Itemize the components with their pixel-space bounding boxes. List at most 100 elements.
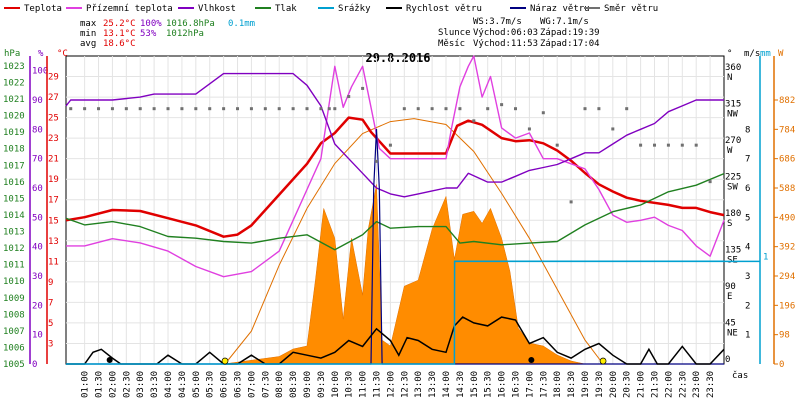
dir-deg-tick: 135 bbox=[725, 246, 741, 256]
wind-dir-point bbox=[666, 143, 670, 147]
legend-label-4: Srážky bbox=[338, 4, 371, 14]
w-tick: 294 bbox=[779, 272, 795, 282]
c-tick: 11 bbox=[48, 257, 59, 267]
time-tick: 09:30 bbox=[317, 371, 327, 398]
pct-tick: 40 bbox=[32, 243, 43, 253]
w-tick: 196 bbox=[779, 301, 795, 311]
dir-name-tick: W bbox=[727, 146, 733, 156]
legend-label-5: Rychlost větru bbox=[406, 4, 482, 14]
wind-dir-point bbox=[514, 107, 518, 111]
c-tick: 15 bbox=[48, 216, 59, 226]
pct-tick: 100 bbox=[32, 67, 48, 77]
w-tick: 0 bbox=[779, 360, 784, 370]
stats-avg-temp: 18.6°C bbox=[103, 39, 136, 49]
ms-tick: 1 bbox=[745, 331, 750, 341]
moonset-marker bbox=[528, 357, 535, 363]
dir-name-tick: S bbox=[727, 219, 732, 229]
dir-deg-tick: 270 bbox=[725, 136, 741, 146]
time-tick: 15:30 bbox=[484, 371, 494, 398]
wind-dir-point bbox=[83, 107, 87, 111]
pct-tick: 60 bbox=[32, 184, 43, 194]
info-ws: WS:3.7m/s bbox=[473, 17, 522, 27]
c-tick: 5 bbox=[48, 319, 53, 329]
time-tick: 12:30 bbox=[400, 371, 410, 398]
time-tick: 04:30 bbox=[178, 371, 188, 398]
time-tick: 11:00 bbox=[359, 371, 369, 398]
wind-dir-point bbox=[388, 143, 392, 147]
series-line-3 bbox=[65, 172, 725, 251]
c-tick: 7 bbox=[48, 298, 53, 308]
w-tick: 490 bbox=[779, 213, 795, 223]
wind-dir-point bbox=[375, 159, 379, 163]
ms-tick: 2 bbox=[745, 301, 750, 311]
legend-label-2: Vlhkost bbox=[198, 4, 236, 14]
legend-label-7: Směr větru bbox=[604, 4, 658, 14]
stats-avg-label: avg bbox=[80, 39, 96, 49]
hpa-tick: 1012 bbox=[3, 244, 25, 254]
w-axis-label: W bbox=[778, 49, 784, 59]
stats-block: max 25.2°C 100% 1016.8hPa 0.1mm min 13.1… bbox=[80, 19, 255, 49]
dir-deg-tick: 225 bbox=[725, 173, 741, 183]
time-tick: 10:30 bbox=[345, 371, 355, 398]
time-tick: 16:30 bbox=[512, 371, 522, 398]
time-tick: 18:30 bbox=[567, 371, 577, 398]
wind-dir-point bbox=[277, 107, 281, 111]
time-tick: 23:00 bbox=[692, 371, 702, 398]
time-tick: 16:00 bbox=[498, 371, 508, 398]
wind-dir-point bbox=[194, 107, 198, 111]
hpa-tick: 1011 bbox=[3, 261, 25, 271]
time-tick: 14:00 bbox=[442, 371, 452, 398]
c-tick: 13 bbox=[48, 237, 59, 247]
dir-name-tick: NW bbox=[727, 110, 738, 120]
series-line-0 bbox=[65, 116, 725, 238]
time-tick: 02:30 bbox=[122, 371, 132, 398]
dir-deg-tick: 360 bbox=[725, 63, 741, 73]
wind-dir-point bbox=[694, 143, 698, 147]
wind-dir-point bbox=[541, 111, 545, 115]
deg-axis-label: ° bbox=[727, 49, 732, 59]
w-tick: 392 bbox=[779, 243, 795, 253]
sunrise-marker bbox=[221, 357, 229, 365]
mm-tick: 1 bbox=[763, 252, 768, 262]
wind-dir-point bbox=[583, 107, 587, 111]
time-tick: 10:00 bbox=[331, 371, 341, 398]
hpa-tick: 1009 bbox=[3, 294, 25, 304]
time-tick: 13:00 bbox=[414, 371, 424, 398]
time-tick: 14:30 bbox=[456, 371, 466, 398]
time-tick: 19:00 bbox=[581, 371, 591, 398]
info-block: WS:3.7m/s WG:7.1m/s Slunce Východ:06:03 … bbox=[438, 17, 600, 49]
hpa-tick: 1015 bbox=[3, 194, 25, 204]
wind-dir-point bbox=[458, 107, 462, 111]
info-sun-set: Západ:19:39 bbox=[540, 28, 600, 38]
plot-area bbox=[65, 55, 760, 365]
series-line-2 bbox=[65, 72, 724, 198]
time-tick: 23:30 bbox=[706, 371, 716, 398]
w-tick: 882 bbox=[779, 96, 795, 106]
pct-tick: 0 bbox=[32, 360, 37, 370]
wind-dir-point bbox=[327, 107, 331, 111]
info-moon-rise: Východ:11:53 bbox=[473, 39, 538, 49]
hpa-tick: 1010 bbox=[3, 277, 25, 287]
solar-radiation-area bbox=[223, 184, 586, 365]
time-tick: 05:00 bbox=[192, 371, 202, 398]
hpa-tick: 1021 bbox=[3, 95, 25, 105]
wind-dir-point bbox=[597, 107, 601, 111]
moon-marker bbox=[106, 357, 113, 363]
legend-label-1: Přízemní teplota bbox=[86, 4, 173, 14]
dir-deg-tick: 0 bbox=[725, 355, 730, 365]
info-moon-label: Měsíc bbox=[438, 39, 465, 49]
time-tick: 09:00 bbox=[303, 371, 313, 398]
dir-deg-tick: 45 bbox=[725, 319, 736, 329]
c-tick: 23 bbox=[48, 134, 59, 144]
wind-dir-point bbox=[347, 95, 351, 99]
hpa-tick: 1017 bbox=[3, 161, 25, 171]
c-tick: 21 bbox=[48, 155, 59, 165]
stats-max-label: max bbox=[80, 19, 97, 29]
wind-dir-point bbox=[555, 143, 559, 147]
wind-dir-point bbox=[305, 107, 309, 111]
wind-dir-point bbox=[152, 107, 156, 111]
wind-dir-point bbox=[500, 103, 504, 107]
info-wg: WG:7.1m/s bbox=[540, 17, 589, 27]
legend-label-3: Tlak bbox=[275, 4, 297, 14]
time-tick: 21:30 bbox=[651, 371, 661, 398]
